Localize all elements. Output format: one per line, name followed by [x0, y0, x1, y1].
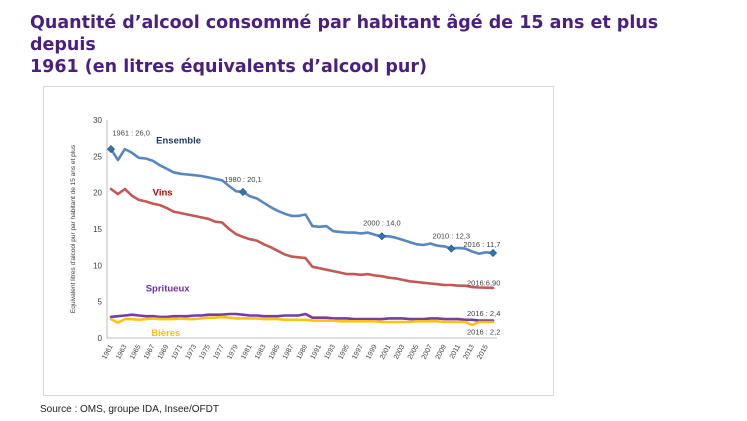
x-tick-label: 2001 [379, 344, 393, 361]
data-label: 2016 : 11,7 [463, 240, 500, 249]
data-label: 2000 : 14,0 [363, 218, 401, 227]
data-label: 2010 : 12,3 [433, 231, 471, 240]
data-marker [488, 248, 498, 258]
x-tick-label: 1999 [365, 344, 379, 361]
data-marker [447, 244, 456, 253]
title-line-2: 1961 (en litres équivalents d’alcool pur… [30, 57, 427, 77]
x-tick-label: 1997 [351, 344, 365, 361]
series-labels: Ensemble Vins Spritueux Bières [146, 135, 201, 339]
x-tick-label: 2011 [449, 344, 462, 361]
data-marker [238, 187, 247, 196]
data-marker [106, 145, 116, 154]
x-tick-label: 1995 [337, 344, 351, 361]
chart-title: Quantité d’alcool consommé par habitant … [30, 12, 730, 78]
x-tick-label: 1961 [101, 344, 115, 361]
x-tick-label: 2015 [476, 344, 490, 361]
y-axis-title: Equivalent litres d'alcool pur par habit… [70, 144, 77, 313]
x-tick-label: 1969 [157, 344, 171, 361]
data-label: 2016 : 2,2 [467, 327, 500, 336]
x-tick-label: 1991 [310, 344, 324, 361]
x-tick-label: 1977 [212, 344, 226, 361]
x-tick-label: 1971 [171, 344, 185, 361]
x-tick-label: 2013 [462, 344, 476, 361]
x-axis: 1961 1963 1965 1967 1969 1971 1973 1975 1977 1979… [101, 337, 497, 361]
data-marker [377, 232, 386, 241]
x-tick-label: 2005 [407, 344, 421, 361]
chart-frame: 0 5 10 15 20 25 30 Equivalent litres d'alcool p… [43, 86, 554, 396]
x-tick-label: 1993 [324, 344, 338, 361]
series-label-vins: Vins [153, 188, 173, 199]
y-tick-label: 25 [93, 152, 102, 161]
x-tick-label: 2003 [393, 344, 407, 361]
data-label: 2016 : 2,4 [467, 309, 500, 318]
x-tick-label: 1975 [199, 344, 213, 361]
series-line-vins [109, 187, 495, 290]
series-line-spritueux [109, 312, 495, 322]
series-line-bieres [109, 315, 495, 327]
y-axis: 0 5 10 15 20 25 30 Equivalent litres d'alcool p… [70, 116, 108, 343]
source-note: Source : OMS, groupe IDA, Insee/OFDT [40, 404, 219, 415]
y-tick-label: 0 [98, 334, 103, 343]
x-tick-label: 1985 [268, 344, 282, 361]
series-label-ensemble: Ensemble [156, 135, 201, 146]
y-tick-label: 30 [93, 116, 102, 125]
x-tick-label: 1989 [296, 344, 310, 361]
x-tick-label: 2007 [421, 344, 435, 361]
line-chart: 0 5 10 15 20 25 30 Equivalent litres d'alcool p… [70, 116, 500, 361]
data-label: 2016:6,90 [467, 279, 500, 288]
title-line-1: Quantité d’alcool consommé par habitant … [30, 13, 659, 55]
y-tick-label: 15 [93, 225, 102, 234]
series-label-bieres: Bières [151, 328, 180, 339]
x-tick-label: 2009 [435, 344, 449, 361]
x-tick-label: 1983 [254, 344, 268, 361]
series-lines [109, 147, 495, 327]
data-label: 1980 : 20,1 [224, 175, 262, 184]
series-label-spritueux: Spritueux [146, 283, 191, 294]
y-tick-label: 20 [93, 189, 102, 198]
x-tick-label: 1987 [282, 344, 296, 361]
x-tick-label: 1979 [226, 344, 240, 361]
series-line-ensemble [109, 147, 495, 255]
y-tick-label: 5 [98, 298, 103, 307]
x-tick-label: 1965 [129, 344, 143, 361]
data-label: 1961 : 26,0 [112, 128, 150, 137]
x-tick-label: 1967 [143, 344, 157, 361]
y-tick-label: 10 [93, 261, 102, 270]
x-tick-label: 1963 [115, 344, 129, 361]
x-tick-label: 1981 [240, 344, 254, 361]
x-tick-label: 1973 [185, 344, 199, 361]
annotations: 1961 : 26,0 1980 : 20,1 2000 : 14,0 2010 : … [106, 128, 500, 336]
